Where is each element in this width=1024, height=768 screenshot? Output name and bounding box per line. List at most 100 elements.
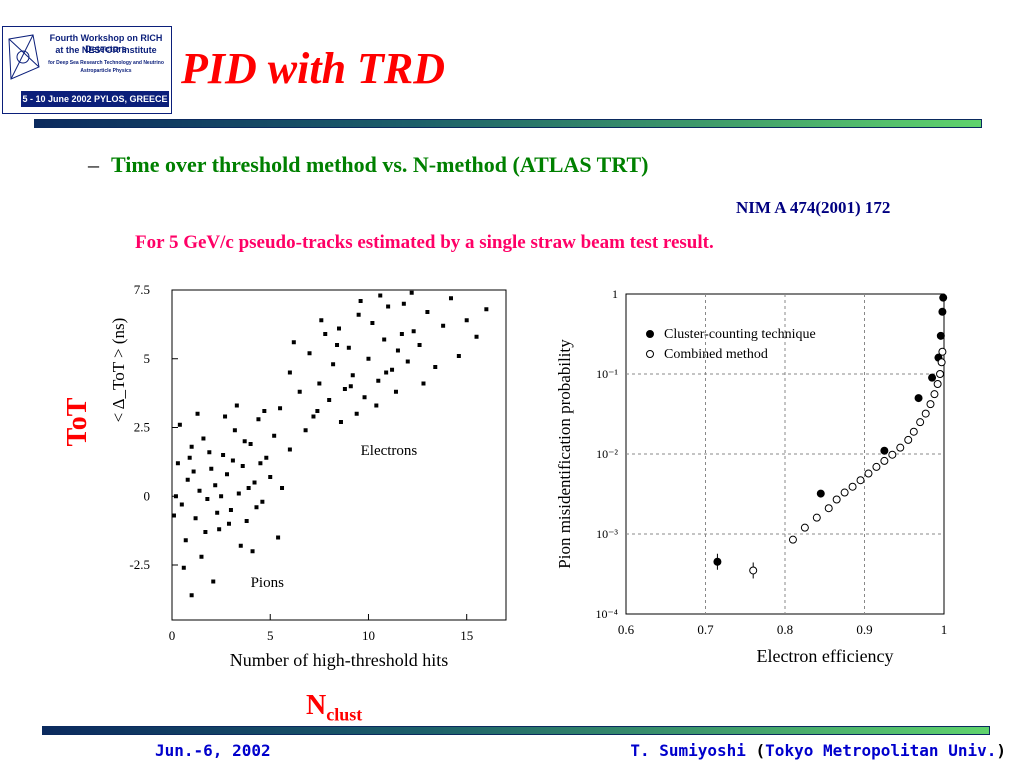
- electrons-point: [370, 321, 375, 325]
- pions-point: [207, 450, 212, 455]
- cluster-counting-point: [914, 394, 923, 403]
- y-tick-label: 0: [144, 488, 151, 503]
- combined-method-point: [933, 379, 942, 388]
- cluster-counting-point: [939, 293, 948, 302]
- x-tick-label: 15: [460, 628, 473, 643]
- pions-point: [228, 508, 233, 512]
- combined-method-point: [824, 504, 833, 513]
- pions-point: [185, 477, 190, 482]
- electrons-point: [425, 310, 430, 314]
- bullet-text: Time over threshold method vs. N-method …: [111, 152, 649, 177]
- y-axis-label: < Δ_ToT > (ns): [109, 318, 128, 423]
- pions-point: [203, 530, 208, 534]
- electrons-point: [315, 409, 320, 413]
- electrons-point: [323, 332, 328, 336]
- electrons-point: [464, 318, 469, 323]
- pion-misid-chart: 0.6 0.7 0.8 0.9 1 1 10⁻¹ 10⁻² 10⁻³ 10⁻⁴ Electron e…: [555, 287, 948, 666]
- combined-method-point: [864, 469, 873, 478]
- pions-point: [276, 535, 281, 540]
- x-axis-label: Electron efficiency: [756, 646, 893, 666]
- cluster-counting-point: [816, 489, 825, 498]
- x-tick-label: 0.7: [697, 622, 714, 637]
- legend-marker: [646, 330, 654, 338]
- reference-citation: NIM A 474(2001) 172: [736, 198, 891, 217]
- tot-axis-annotation: ToT: [62, 397, 93, 447]
- electrons-point: [346, 345, 351, 350]
- pions-point: [230, 458, 235, 463]
- pions-point: [181, 565, 186, 570]
- x-axis-label: Number of high-threshold hits: [230, 650, 448, 670]
- footer-date: Jun.-6, 2002: [155, 741, 271, 760]
- logo-line-2: at the NESTOR Institute: [55, 45, 157, 55]
- electrons-point: [417, 343, 422, 347]
- pions-point: [236, 491, 241, 496]
- electrons-point: [297, 389, 302, 394]
- bullet-dash: –: [88, 152, 99, 177]
- pions-point: [248, 442, 253, 446]
- combined-method-point: [921, 409, 930, 418]
- electrons-point: [342, 387, 347, 391]
- pions-point: [171, 513, 176, 518]
- pions-point: [175, 461, 180, 466]
- pions-point: [258, 461, 263, 466]
- pions-point: [260, 499, 265, 504]
- pions-point: [264, 455, 269, 460]
- pions-point: [177, 422, 182, 427]
- pions-point: [252, 480, 257, 485]
- electrons-point: [350, 373, 355, 378]
- electrons-point: [335, 343, 340, 347]
- electrons-point: [374, 403, 379, 408]
- combined-method-point: [840, 488, 849, 497]
- electrons-point: [448, 296, 453, 301]
- electrons-point: [307, 351, 312, 356]
- pions-point: [268, 475, 273, 479]
- electrons-point: [382, 337, 387, 342]
- combined-method-point: [896, 443, 905, 452]
- electrons-point: [358, 299, 363, 303]
- electrons-point: [291, 340, 296, 345]
- cluster-counting-point: [928, 373, 937, 382]
- electrons-point: [411, 329, 416, 334]
- pions-point: [240, 464, 245, 468]
- caption-note: For 5 GeV/c pseudo-tracks estimated by a…: [135, 232, 714, 253]
- pions-point: [256, 417, 261, 422]
- combined-method-point: [848, 482, 857, 491]
- combined-method-point: [909, 427, 918, 436]
- nclust-annotation: Nclust: [306, 690, 362, 726]
- plot-frame: [171, 289, 507, 621]
- pions-point: [272, 433, 277, 438]
- electrons-point: [337, 326, 341, 331]
- cluster-counting-point: [880, 446, 889, 455]
- electrons-point: [327, 398, 332, 402]
- y-tick-label: 1: [612, 287, 618, 301]
- combined-method-point: [749, 566, 758, 575]
- footer-credit: T. Sumiyoshi (Tokyo Metropolitan Univ.): [630, 741, 1006, 760]
- electrons-point: [433, 365, 438, 369]
- detector-sketch-icon: [8, 34, 40, 80]
- electrons-point: [338, 420, 343, 424]
- legend-marker: [646, 350, 654, 358]
- pions-point: [217, 527, 222, 532]
- combined-method-point: [872, 462, 881, 471]
- footer-author: T. Sumiyoshi: [630, 741, 746, 760]
- electrons-point: [474, 334, 479, 339]
- annotation-electrons: Electrons: [361, 443, 418, 459]
- pions-point: [238, 543, 243, 548]
- pions-point: [173, 494, 178, 499]
- y-tick-label: 10⁻⁴: [595, 607, 618, 621]
- pions-point: [211, 579, 216, 584]
- x-tick-label: 0.8: [777, 622, 793, 637]
- x-tick-label: 10: [362, 628, 375, 643]
- pions-point: [246, 486, 251, 490]
- electrons-point: [456, 354, 461, 358]
- electrons-point: [303, 428, 308, 433]
- header-divider-bar: [34, 119, 982, 128]
- logo-line-1: Fourth Workshop on RICH Detectors: [49, 33, 163, 54]
- combined-method-point: [832, 495, 841, 504]
- electrons-point: [390, 367, 395, 372]
- electrons-point: [399, 332, 404, 336]
- combined-method-point: [880, 456, 889, 465]
- electrons-point: [441, 323, 446, 328]
- pions-point: [183, 538, 188, 543]
- electrons-point: [386, 304, 391, 309]
